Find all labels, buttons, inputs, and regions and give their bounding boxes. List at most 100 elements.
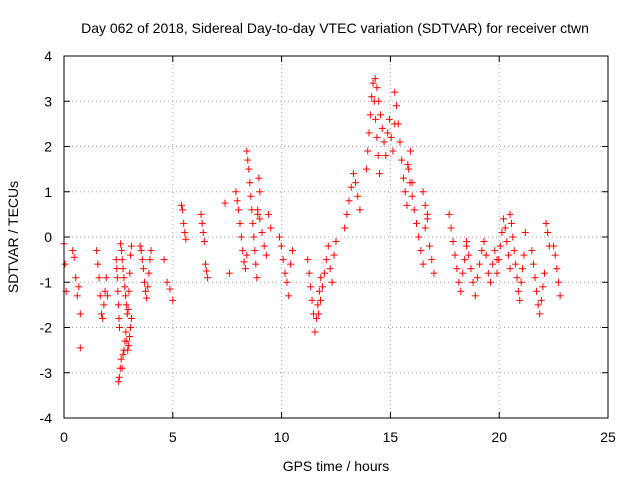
data-point (235, 206, 243, 214)
data-point (520, 251, 528, 259)
data-point (93, 247, 101, 255)
data-point (430, 269, 438, 277)
data-point (389, 147, 397, 155)
data-point (537, 296, 545, 304)
data-point (304, 256, 312, 264)
data-point (181, 228, 189, 236)
data-point (510, 247, 518, 255)
data-point (541, 269, 549, 277)
grid-lines (64, 56, 608, 418)
data-point (330, 251, 338, 259)
data-point (124, 346, 132, 354)
data-point (117, 247, 125, 255)
data-point (415, 233, 423, 241)
data-point (504, 251, 512, 259)
data-point (368, 93, 376, 101)
data-point (506, 265, 514, 273)
data-point (417, 247, 425, 255)
y-axis-label: SDTVAR / TECUs (5, 181, 21, 293)
data-point (521, 228, 529, 236)
data-point (471, 292, 479, 300)
data-point (482, 251, 490, 259)
data-point (260, 242, 268, 250)
data-point (550, 242, 558, 250)
data-point (114, 301, 122, 309)
data-point (237, 233, 245, 241)
data-point (377, 111, 385, 119)
data-point (320, 269, 328, 277)
axis-ticks (63, 55, 609, 419)
data-point (421, 201, 429, 209)
data-point (265, 210, 273, 218)
data-point (509, 233, 517, 241)
y-tick-label: -3 (40, 365, 53, 381)
data-point (366, 111, 374, 119)
data-point (145, 269, 153, 277)
x-tick-labels: 0 5 10 15 20 25 (60, 429, 616, 445)
y-tick-label: -2 (40, 320, 53, 336)
data-point (307, 283, 315, 291)
data-point (356, 206, 364, 214)
data-point (315, 310, 323, 318)
data-point (61, 260, 69, 268)
data-point (317, 296, 325, 304)
data-point (406, 179, 414, 187)
data-point (380, 138, 388, 146)
data-point (376, 170, 384, 178)
data-point (326, 265, 334, 273)
data-point (283, 278, 291, 286)
data-point (142, 287, 150, 295)
data-point (507, 219, 515, 227)
data-point (403, 201, 411, 209)
data-point (410, 206, 418, 214)
data-point (498, 228, 506, 236)
data-point (459, 269, 467, 277)
data-point (72, 274, 80, 282)
x-tick-label: 20 (491, 429, 507, 445)
data-point (539, 283, 547, 291)
data-point (204, 274, 212, 282)
y-tick-label: 3 (44, 93, 52, 109)
data-point (147, 247, 155, 255)
y-tick-label: -1 (40, 274, 53, 290)
data-point (96, 292, 104, 300)
data-point (119, 265, 127, 273)
data-point (314, 301, 322, 309)
data-point (75, 283, 83, 291)
data-point (247, 192, 255, 200)
y-tick-label: -4 (40, 410, 53, 426)
data-point (258, 228, 266, 236)
data-point (392, 102, 400, 110)
data-point (69, 247, 77, 255)
data-point (199, 228, 207, 236)
data-point (493, 269, 501, 277)
data-point (123, 310, 131, 318)
data-point (467, 265, 475, 273)
data-point (371, 75, 379, 83)
data-point (94, 260, 102, 268)
data-point (491, 247, 499, 255)
data-point (385, 115, 393, 123)
data-point (317, 274, 325, 282)
data-point (349, 170, 357, 178)
data-point (495, 256, 503, 264)
data-point (166, 285, 174, 293)
data-point (513, 274, 521, 282)
data-point (119, 351, 127, 359)
data-point (378, 124, 386, 132)
data-point (225, 269, 233, 277)
data-point (318, 283, 326, 291)
data-point (554, 278, 562, 286)
data-point (489, 260, 497, 268)
data-point (428, 256, 436, 264)
data-point (503, 238, 511, 246)
data-point (451, 251, 459, 259)
data-point (413, 219, 421, 227)
data-point (480, 238, 488, 246)
data-point (200, 238, 208, 246)
data-point (250, 233, 258, 241)
data-point (449, 238, 457, 246)
data-point (102, 274, 110, 282)
data-point (113, 265, 121, 273)
data-point (512, 260, 520, 268)
